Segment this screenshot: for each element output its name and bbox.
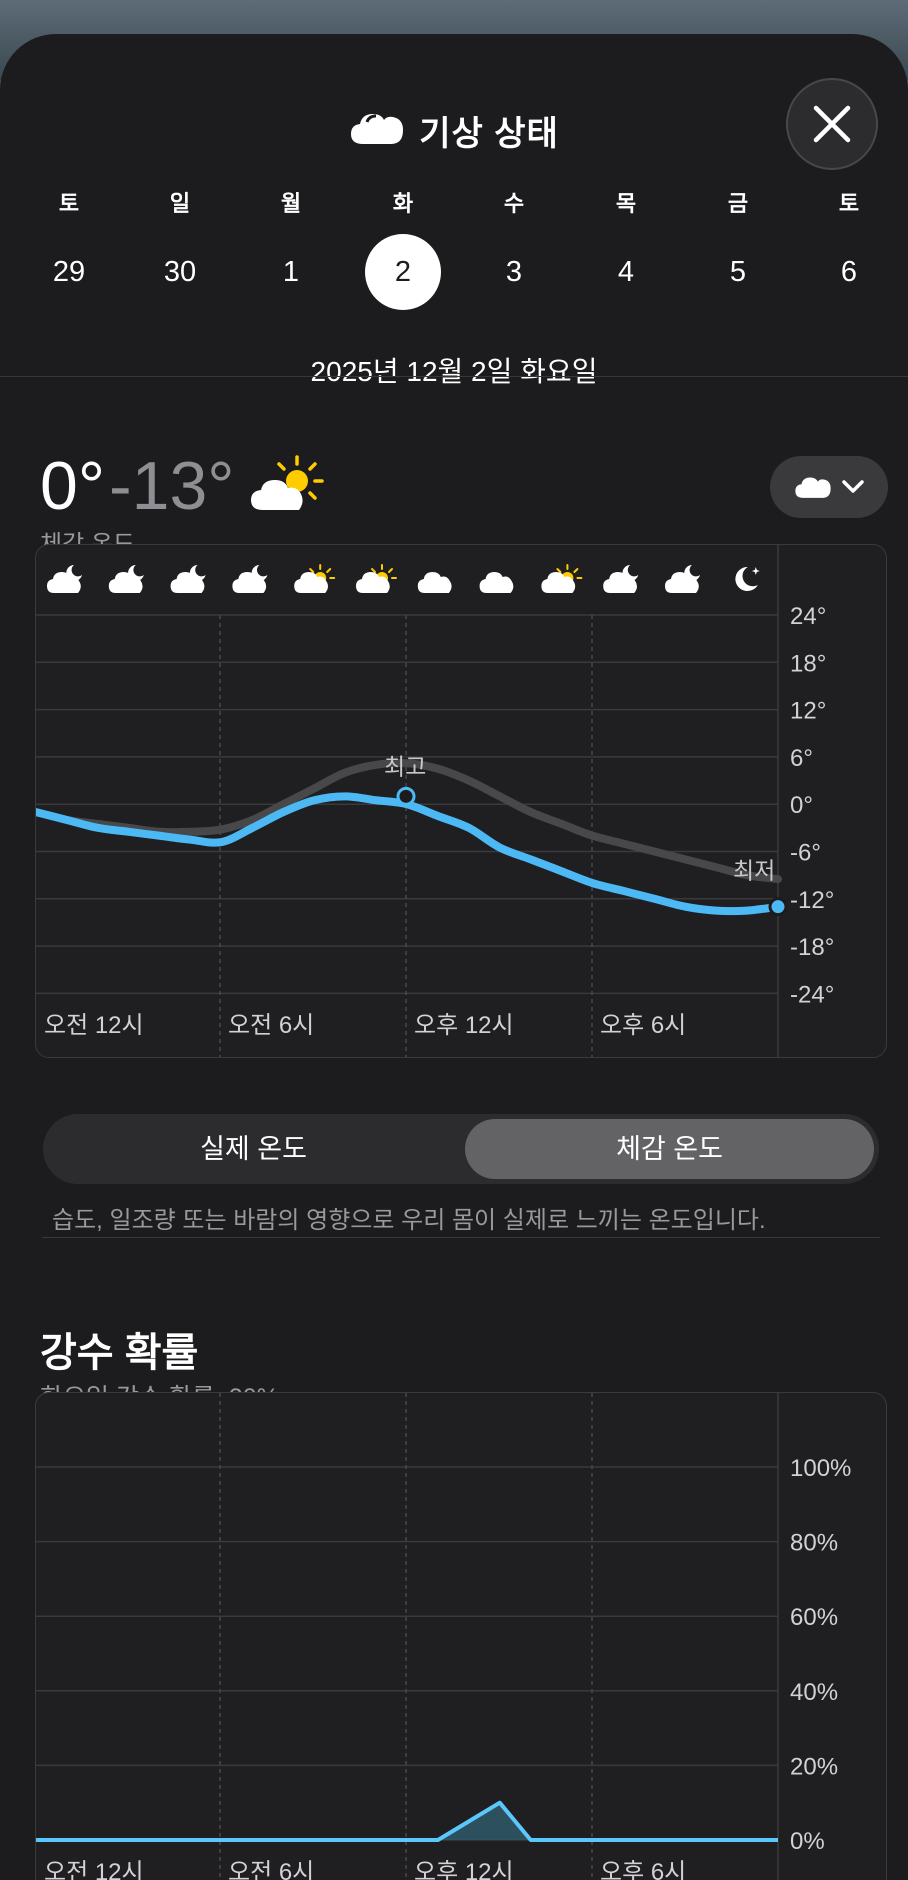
y-tick-label: -18° — [790, 934, 834, 961]
x-tick-label: 오전 12시 — [44, 1859, 144, 1880]
day-weekday: 수 — [503, 191, 525, 216]
sheet-title: 기상 상태 — [419, 114, 559, 153]
low-label: 최저 — [733, 858, 775, 884]
partly-sunny-icon — [356, 564, 397, 593]
y-tick-label: 60% — [790, 1604, 838, 1631]
partly-cloudy-night-icon — [170, 565, 206, 593]
day-weekday: 토 — [838, 191, 860, 216]
close-icon — [813, 105, 851, 143]
date-strip: 토 29 일 30 월 1 화 2 수 3 목 4 금 5 토 6 — [0, 186, 908, 356]
temperature-summary: 0° -13° — [40, 446, 325, 526]
day-weekday: 금 — [727, 191, 749, 216]
day-number: 5 — [729, 256, 747, 288]
y-tick-label: 40% — [790, 1679, 838, 1706]
close-button[interactable] — [786, 78, 878, 170]
x-tick-label: 오전 6시 — [228, 1012, 314, 1039]
cloud-icon — [349, 108, 405, 153]
precipitation-chart-svg: 100% 80% 60% 40% 20% 0% 오전 12시 오전 6시 오후 12시 오후 6시 — [36, 1393, 851, 1880]
y-tick-label: 80% — [790, 1530, 838, 1557]
chevron-down-icon — [842, 480, 864, 493]
day-number: 30 — [163, 256, 197, 288]
y-tick-label: -6° — [790, 840, 821, 867]
x-tick-label: 오후 6시 — [600, 1012, 686, 1039]
day-weekday: 토 — [58, 191, 80, 216]
day-weekday: 월 — [280, 191, 302, 216]
day-number: 6 — [840, 256, 858, 288]
high-label: 최고 — [384, 753, 426, 779]
cloud-icon — [417, 572, 452, 593]
partly-cloudy-night-icon — [232, 565, 268, 593]
low-point-marker — [768, 897, 788, 917]
day-number: 2 — [365, 234, 441, 310]
x-tick-label: 오후 12시 — [414, 1859, 514, 1880]
partly-sunny-icon — [541, 564, 583, 593]
day-number: 4 — [617, 256, 635, 288]
y-tick-label: -12° — [790, 887, 834, 914]
actual-temperature-line — [36, 758, 782, 884]
temperature-type-toggle: 실제 온도 체감 온도 — [43, 1114, 879, 1184]
y-tick-label: -24° — [790, 981, 834, 1008]
x-tick-label: 오후 6시 — [600, 1859, 686, 1880]
y-tick-label: 24° — [790, 603, 826, 630]
partly-cloudy-night-icon — [603, 565, 639, 593]
partly-cloudy-night-icon — [108, 565, 144, 593]
y-tick-label: 20% — [790, 1753, 838, 1780]
cloud-icon — [795, 477, 831, 498]
partly-cloudy-night-icon — [665, 565, 700, 593]
precipitation-area — [36, 1802, 778, 1840]
high-point-marker — [396, 786, 416, 806]
precipitation-title: 강수 확률 — [40, 1331, 199, 1375]
cloud-icon — [479, 572, 514, 593]
y-tick-label: 18° — [790, 650, 826, 677]
x-tick-label: 오전 6시 — [228, 1859, 314, 1880]
high-temperature: 0° — [40, 448, 106, 524]
day-weekday: 화 — [392, 191, 414, 216]
partly-sunny-icon — [249, 454, 325, 519]
precipitation-chart: 100% 80% 60% 40% 20% 0% 오전 12시 오전 6시 오후 12시 오후 6시 — [35, 1392, 887, 1880]
precipitation-line — [36, 1800, 778, 1842]
y-tick-label: 100% — [790, 1455, 851, 1482]
selected-full-date: 2025년 12월 2일 화요일 — [310, 356, 598, 387]
temperature-chart-svg: 24° 18° 12° 6° 0° -6° -12° -18° -24° 오전 12시 오전 6시 오… — [36, 545, 834, 1057]
feels-like-tab[interactable]: 체감 온도 — [465, 1119, 874, 1179]
y-tick-label: 6° — [790, 745, 813, 772]
divider — [0, 376, 908, 377]
day-number: 1 — [282, 256, 300, 288]
feels-like-description: 습도, 일조량 또는 바람의 영향으로 우리 몸이 실제로 느끼는 온도입니다. — [52, 1207, 766, 1234]
actual-temperature-tab[interactable]: 실제 온도 — [200, 1134, 307, 1164]
divider — [42, 1237, 880, 1238]
condition-selector-button[interactable] — [770, 456, 888, 518]
sheet-header: 기상 상태 — [0, 100, 908, 160]
partly-sunny-icon — [294, 564, 336, 593]
day-weekday: 일 — [169, 191, 191, 216]
x-tick-label: 오전 12시 — [44, 1012, 144, 1039]
y-tick-label: 0% — [790, 1828, 825, 1855]
y-tick-label: 12° — [790, 698, 826, 725]
day-weekday: 목 — [615, 191, 637, 216]
x-tick-label: 오후 12시 — [414, 1012, 514, 1039]
weather-conditions-sheet: 기상 상태 토 29 일 30 월 1 화 2 수 3 목 4 금 5 토 6 2025년 12월 2일 화요… — [0, 34, 908, 1880]
partly-cloudy-night-icon — [47, 565, 82, 593]
temperature-chart: 24° 18° 12° 6° 0° -6° -12° -18° -24° 오전 12시 오전 6시 오… — [35, 544, 887, 1058]
day-number: 29 — [52, 256, 86, 288]
day-number: 3 — [505, 256, 523, 288]
y-tick-label: 0° — [790, 792, 813, 819]
moon-star-icon — [735, 566, 760, 591]
low-temperature: -13° — [109, 448, 235, 524]
